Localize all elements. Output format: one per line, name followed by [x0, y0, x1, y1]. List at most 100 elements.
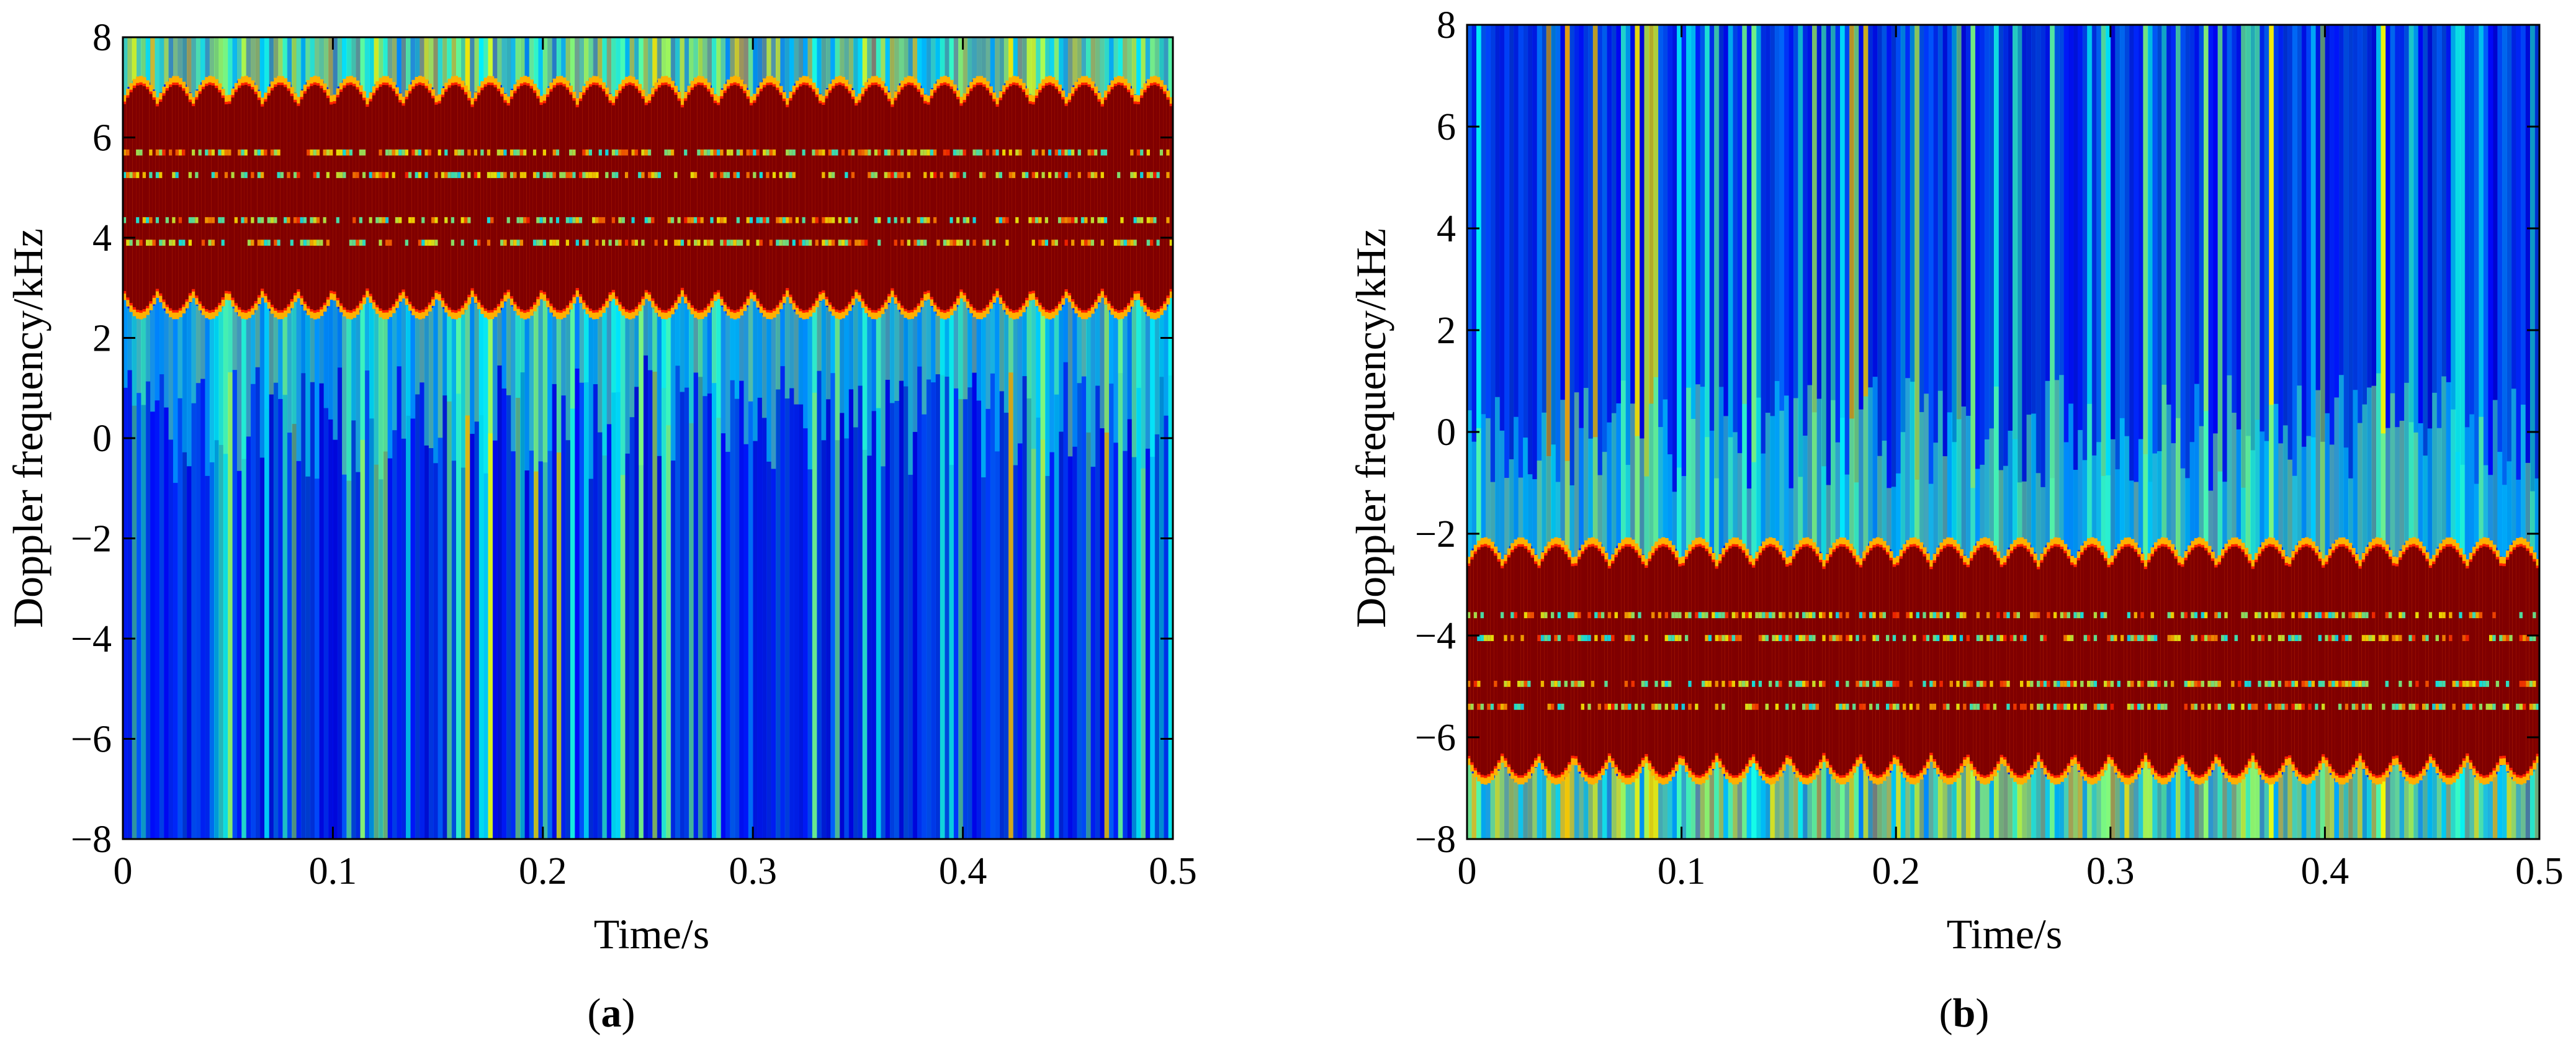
signal-stripe	[1591, 681, 1595, 687]
signal-stripe	[1788, 612, 1792, 618]
signal-core	[1977, 550, 1980, 771]
spectrogram-b-heatmap	[1467, 25, 2540, 839]
signal-stripe	[694, 217, 698, 223]
signal-stripe	[2442, 681, 2446, 687]
signal-core	[1071, 96, 1075, 299]
heatmap-spread-cell	[2218, 472, 2223, 556]
signal-stripe	[303, 217, 307, 223]
signal-stripe	[678, 217, 681, 223]
heatmap-noise-cell	[863, 37, 868, 86]
heatmap-noise-cell	[899, 37, 904, 83]
heatmap-spread-cell	[566, 312, 571, 440]
heatmap-noise-cell	[1091, 37, 1096, 84]
signal-core	[2302, 547, 2305, 775]
heatmap-spread-cell	[2250, 451, 2255, 562]
signal-stripe	[490, 172, 494, 178]
signal-stripe	[992, 150, 996, 156]
signal-stripe	[1561, 704, 1564, 710]
signal-stripe	[415, 150, 419, 156]
signal-stripe	[392, 150, 396, 156]
signal-stripe	[1127, 240, 1131, 246]
signal-core	[533, 93, 537, 302]
signal-core	[2154, 552, 2158, 771]
signal-stripe	[1641, 704, 1645, 710]
signal-stripe	[316, 172, 320, 178]
signal-stripe	[1812, 681, 1816, 687]
signal-stripe	[1879, 612, 1883, 618]
signal-stripe	[724, 240, 727, 246]
heatmap-noise-cell	[1063, 37, 1068, 97]
signal-stripe	[2462, 704, 2466, 710]
heatmap-spread-cell	[561, 317, 566, 395]
signal-stripe	[2278, 704, 2282, 710]
heatmap-spread-cell	[1556, 482, 1561, 539]
signal-stripe	[1749, 704, 1752, 710]
signal-stripe	[520, 217, 524, 223]
signal-stripe	[887, 172, 891, 178]
heatmap-spread-cell	[324, 308, 329, 408]
signal-stripe	[2312, 681, 2315, 687]
signal-stripe	[2218, 612, 2222, 618]
signal-stripe	[877, 217, 881, 223]
heatmap-spread-cell	[707, 310, 712, 393]
signal-core	[1504, 564, 1507, 758]
signal-stripe	[258, 150, 261, 156]
signal-stripe	[2469, 612, 2473, 618]
heatmap-noise-cell	[346, 37, 351, 78]
signal-stripe	[1933, 635, 1937, 641]
signal-stripe	[1032, 217, 1036, 223]
signal-core	[1769, 547, 1772, 776]
signal-stripe	[2281, 635, 2285, 641]
signal-core	[2097, 550, 2101, 771]
heatmap-noise-cell	[675, 37, 680, 91]
signal-stripe	[2127, 704, 2131, 710]
heatmap-noise-cell	[305, 37, 310, 82]
heatmap-noise-cell	[2055, 783, 2060, 839]
heatmap-noise-cell	[1008, 37, 1013, 79]
heatmap-noise-cell	[716, 37, 721, 97]
signal-core	[2057, 547, 2060, 775]
signal-stripe	[1594, 612, 1598, 618]
signal-core	[2101, 555, 2104, 767]
heatmap-noise-cell	[2059, 781, 2064, 839]
signal-stripe	[2140, 635, 2144, 641]
signal-core	[1051, 86, 1055, 309]
signal-core	[956, 99, 960, 296]
signal-stripe	[753, 172, 756, 178]
signal-stripe	[2308, 681, 2312, 687]
heatmap-noise-cell	[511, 37, 516, 89]
heatmap-spread-cell	[1667, 454, 1672, 542]
signal-stripe	[1913, 635, 1916, 641]
heatmap-noise-cell	[420, 37, 424, 78]
signal-core	[1926, 562, 1930, 759]
heatmap-spread-cell	[721, 307, 726, 433]
signal-core	[2439, 552, 2443, 769]
signal-core	[2000, 567, 2004, 755]
heatmap-noise-cell	[1942, 781, 1947, 839]
signal-stripe	[2147, 704, 2151, 710]
signal-core	[949, 89, 953, 306]
signal-stripe	[1558, 612, 1561, 618]
heatmap-spread-cell	[2404, 383, 2409, 543]
signal-stripe	[2408, 704, 2412, 710]
signal-stripe	[549, 240, 553, 246]
signal-core	[500, 96, 504, 299]
signal-stripe	[2191, 704, 2194, 710]
signal-stripe	[2526, 681, 2529, 687]
signal-core	[1819, 562, 1823, 760]
signal-stripe	[199, 150, 202, 156]
signal-stripe	[877, 150, 881, 156]
signal-core	[1088, 87, 1092, 308]
signal-core	[864, 91, 868, 304]
heatmap-spread-cell	[282, 316, 287, 395]
signal-stripe	[2248, 704, 2251, 710]
signal-stripe	[770, 150, 773, 156]
signal-stripe	[2415, 704, 2419, 710]
signal-core	[720, 99, 724, 297]
heatmap-noise-cell	[634, 37, 639, 81]
signal-stripe	[1094, 150, 1098, 156]
heatmap-spread-cell	[2376, 373, 2381, 539]
signal-core	[2017, 547, 2021, 775]
heatmap-spread-cell	[2209, 491, 2214, 550]
signal-stripe	[1772, 612, 1775, 618]
